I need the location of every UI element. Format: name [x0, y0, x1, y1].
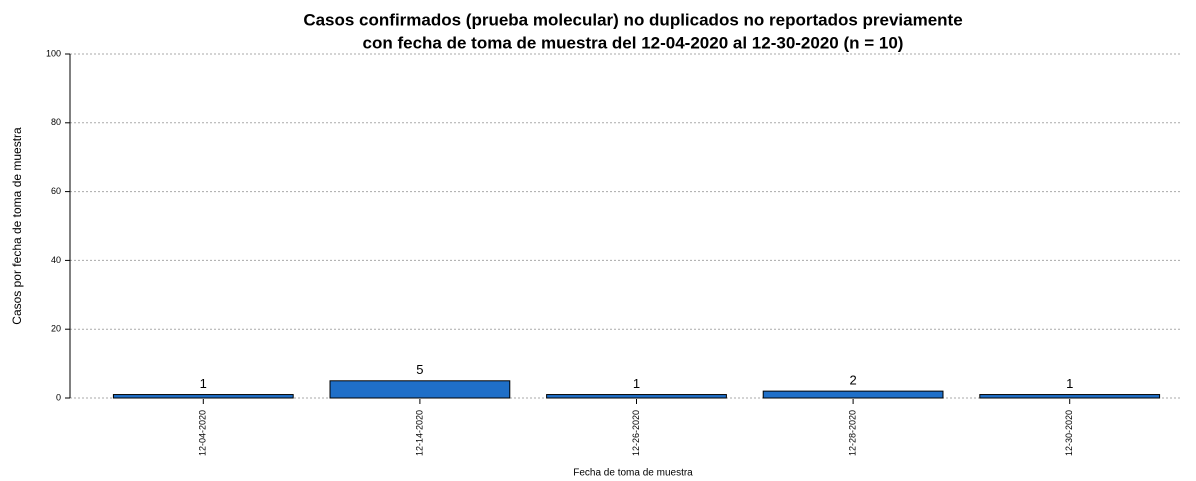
- y-axis-title: Casos por fecha de toma de muestra: [10, 127, 24, 325]
- x-tick-label: 12-04-2020: [198, 410, 208, 456]
- bar: [979, 394, 1161, 399]
- value-label: 1: [1066, 376, 1073, 391]
- bar: [329, 380, 511, 399]
- y-tick-label: 60: [51, 186, 61, 196]
- y-tick-label: 100: [46, 48, 61, 58]
- bar: [112, 394, 294, 399]
- y-tick-label: 80: [51, 117, 61, 127]
- x-tick-label: 12-14-2020: [414, 410, 424, 456]
- y-tick-label: 0: [56, 392, 61, 402]
- value-label: 2: [849, 373, 856, 388]
- x-tick-label: 12-30-2020: [1064, 410, 1074, 456]
- value-label: 1: [633, 376, 640, 391]
- x-axis-title: Fecha de toma de muestra: [573, 468, 693, 479]
- y-tick-label: 40: [51, 255, 61, 265]
- chart-title: Casos confirmados (prueba molecular) no …: [303, 10, 962, 29]
- value-label: 1: [200, 376, 207, 391]
- bar: [546, 394, 727, 399]
- x-tick-label: 12-26-2020: [631, 410, 641, 456]
- bar: [762, 390, 944, 399]
- y-tick-label: 20: [51, 324, 61, 334]
- chart-title: con fecha de toma de muestra del 12-04-2…: [363, 33, 904, 52]
- x-tick-label: 12-28-2020: [847, 410, 857, 456]
- value-label: 5: [416, 362, 423, 377]
